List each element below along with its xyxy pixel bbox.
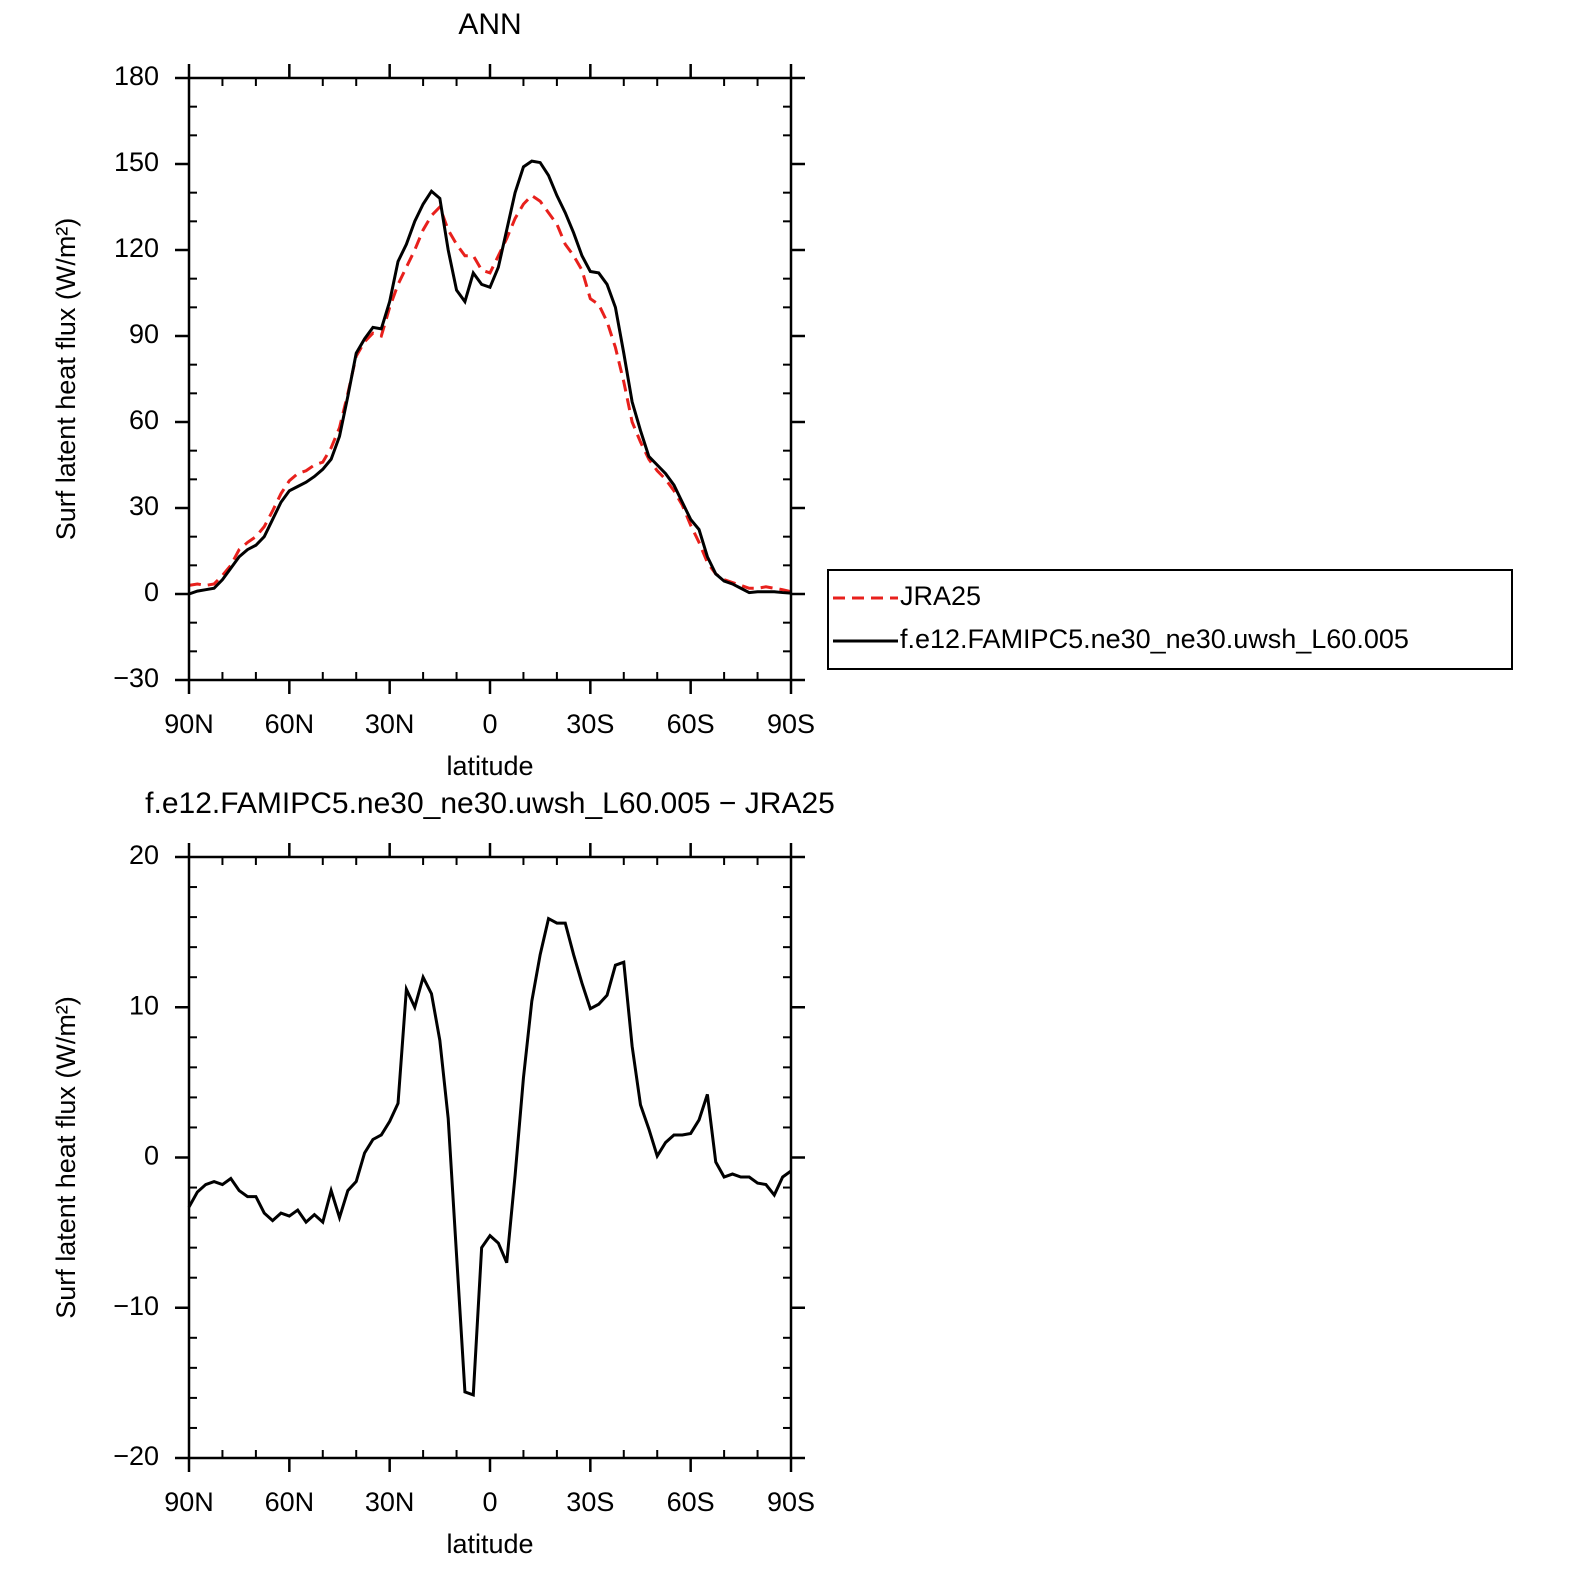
x-tick-label: 30S [566, 709, 614, 739]
data-line [188, 193, 792, 594]
data-line [188, 159, 792, 596]
y-tick-label: 30 [129, 491, 159, 521]
x-tick-label: 0 [482, 1487, 497, 1517]
y-tick-label: −10 [113, 1291, 159, 1321]
x-tick-label: 90S [767, 1487, 815, 1517]
x-tick-label: 60N [265, 1487, 315, 1517]
x-tick-label: 30N [365, 709, 415, 739]
x-tick-label: 90N [164, 709, 214, 739]
x-tick-label: 60N [265, 709, 315, 739]
x-tick-label: 30N [365, 1487, 415, 1517]
y-tick-label: 90 [129, 319, 159, 349]
legend-box [827, 569, 1513, 670]
x-tick-label: 60S [667, 1487, 715, 1517]
y-tick-label: 20 [129, 840, 159, 870]
y-tick-label: 180 [114, 61, 159, 91]
legend-label: JRA25 [900, 581, 981, 611]
y-tick-label: 0 [144, 577, 159, 607]
y-tick-label: 0 [144, 1141, 159, 1171]
x-tick-label: 90S [767, 709, 815, 739]
y-tick-label: −30 [113, 663, 159, 693]
y-tick-label: −20 [113, 1441, 159, 1471]
y-tick-label: 60 [129, 405, 159, 435]
chart-title: ANN [458, 8, 521, 41]
data-line [187, 916, 792, 1397]
plot-frame [187, 855, 793, 1460]
x-tick-label: 30S [566, 1487, 614, 1517]
y-axis-label: Surf latent heat flux (W/m²) [51, 218, 81, 541]
legend-label: f.e12.FAMIPC5.ne30_ne30.uwsh_L60.005 [900, 624, 1409, 654]
y-tick-label: 120 [114, 233, 159, 263]
x-axis-label: latitude [446, 751, 533, 781]
y-tick-label: 10 [129, 990, 159, 1020]
chart-title: f.e12.FAMIPC5.ne30_ne30.uwsh_L60.005 − J… [145, 787, 835, 820]
y-axis-label: Surf latent heat flux (W/m²) [51, 996, 81, 1319]
x-tick-label: 90N [164, 1487, 214, 1517]
x-tick-label: 60S [667, 709, 715, 739]
x-axis-label: latitude [446, 1529, 533, 1559]
y-tick-label: 150 [114, 147, 159, 177]
plot-frame [187, 76, 793, 682]
x-tick-label: 0 [482, 709, 497, 739]
